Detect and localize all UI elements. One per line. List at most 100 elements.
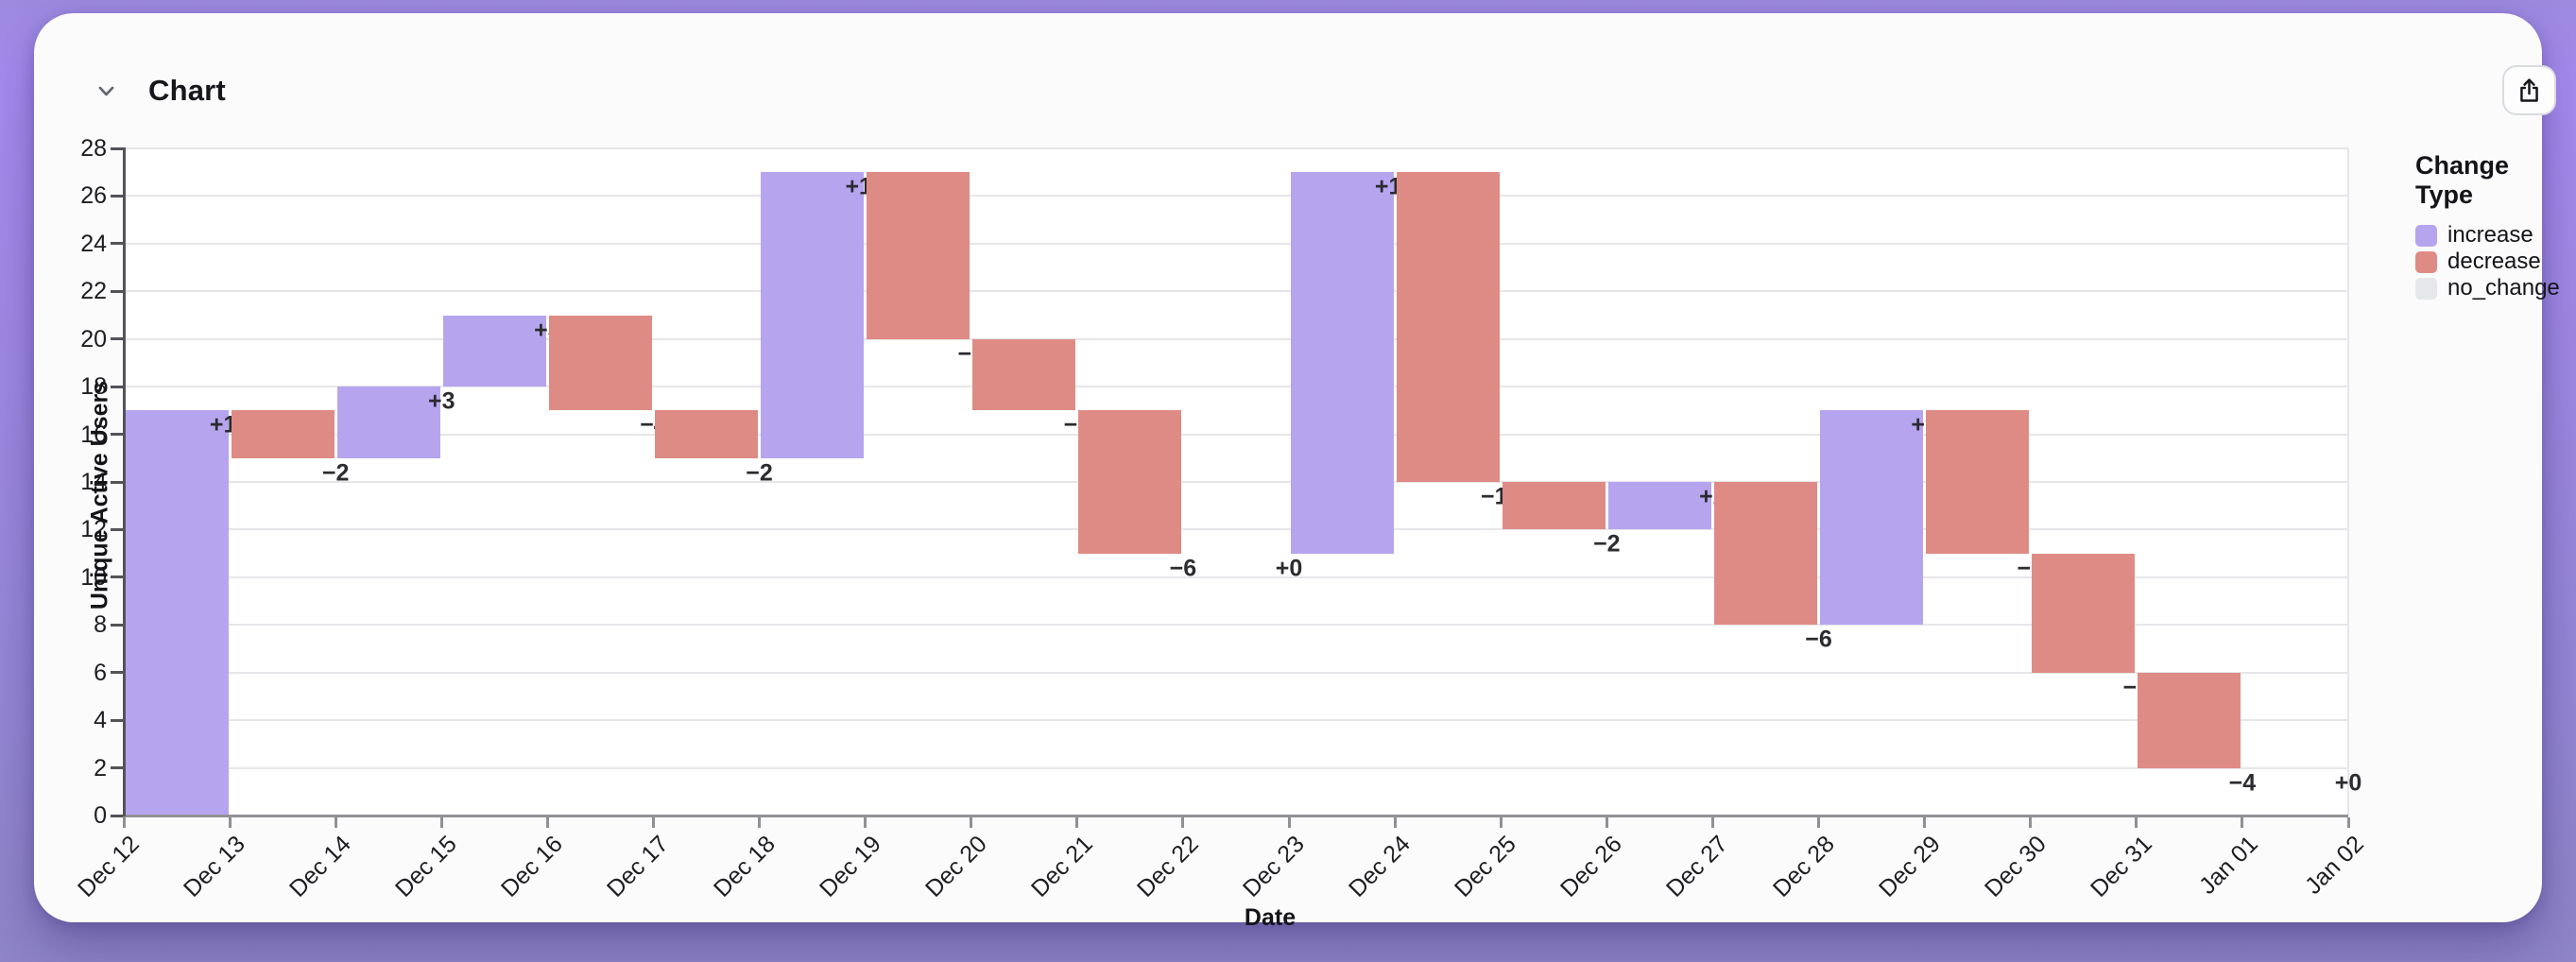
y-tick — [111, 385, 123, 388]
bar-value-label: −6 — [1169, 555, 1197, 582]
legend-item-increase[interactable]: increase — [2415, 222, 2560, 249]
gridline-y-24 — [124, 242, 2348, 245]
legend-swatch-decrease — [2415, 250, 2437, 273]
y-tick-label: 16 — [80, 421, 107, 448]
chart-legend: Change Type increase decrease no_change — [2415, 151, 2560, 301]
waterfall-bar-dec-27[interactable] — [1713, 482, 1818, 626]
x-tick-label: Dec 14 — [284, 831, 356, 902]
x-tick-label: Dec 15 — [390, 831, 463, 902]
y-tick-label: 20 — [80, 325, 107, 352]
waterfall-bar-dec-21[interactable] — [1078, 410, 1182, 554]
legend-item-no_change[interactable]: no_change — [2415, 275, 2560, 301]
x-tick — [2346, 817, 2350, 828]
share-button[interactable] — [2502, 65, 2556, 115]
collapse-chart-button[interactable] — [87, 72, 125, 110]
waterfall-bar-dec-17[interactable] — [654, 410, 759, 458]
chart-card: Chart +17 −2 +3 +3 −4 −2 +12 −7 −3 −6 +0 +16 −13 −2 +2… — [34, 13, 2560, 931]
y-tick-label: 22 — [80, 278, 107, 305]
x-tick — [334, 817, 337, 828]
x-tick — [1499, 817, 1503, 828]
legend-swatch-increase — [2415, 224, 2437, 247]
gridline-y-16 — [124, 433, 2348, 436]
y-tick — [111, 575, 123, 579]
x-tick-label: Dec 27 — [1661, 831, 1734, 902]
legend-swatch-no_change — [2415, 277, 2437, 300]
x-tick-label: Dec 16 — [496, 831, 569, 902]
x-tick — [2029, 817, 2033, 828]
gridline-y-18 — [124, 386, 2348, 388]
y-tick-label: 8 — [94, 611, 107, 639]
waterfall-bar-dec-13[interactable] — [231, 410, 335, 458]
y-tick-label: 14 — [80, 469, 107, 495]
y-tick-label: 18 — [80, 373, 107, 401]
y-tick — [111, 433, 123, 437]
y-tick-label: 28 — [80, 135, 107, 162]
x-tick-label: Jan 02 — [2299, 831, 2369, 900]
x-tick — [1287, 817, 1291, 828]
x-tick — [864, 817, 867, 828]
waterfall-bar-dec-16[interactable] — [548, 315, 652, 411]
waterfall-bar-dec-24[interactable] — [1396, 172, 1500, 482]
x-axis-title: Date — [1244, 904, 1297, 931]
x-tick — [1605, 817, 1608, 828]
waterfall-bar-dec-20[interactable] — [972, 338, 1076, 411]
waterfall-bar-dec-25[interactable] — [1502, 482, 1606, 530]
y-tick-label: 12 — [80, 516, 107, 543]
y-tick-label: 10 — [80, 563, 107, 591]
waterfall-bar-dec-14[interactable] — [336, 387, 440, 458]
waterfall-bar-dec-29[interactable] — [1926, 410, 2030, 554]
y-tick — [111, 814, 123, 817]
y-tick-label: 4 — [94, 707, 107, 734]
x-tick — [970, 817, 973, 828]
waterfall-bar-dec-28[interactable] — [1820, 410, 1924, 626]
y-tick — [111, 242, 123, 246]
waterfall-bar-dec-12[interactable] — [125, 410, 229, 816]
gridline-y-6 — [124, 671, 2348, 674]
x-tick-label: Dec 30 — [1979, 831, 2052, 902]
bar-value-label: −4 — [2228, 769, 2257, 797]
y-tick — [111, 527, 123, 531]
x-axis-line — [115, 815, 2348, 817]
waterfall-bar-dec-26[interactable] — [1607, 482, 1711, 530]
waterfall-bar-dec-19[interactable] — [867, 172, 970, 339]
y-tick-label: 6 — [94, 659, 107, 686]
waterfall-bar-dec-31[interactable] — [2138, 672, 2241, 768]
x-tick — [2135, 817, 2138, 828]
chart-title: Chart — [148, 74, 226, 107]
y-tick — [111, 289, 123, 293]
gridline-y-20 — [124, 337, 2348, 340]
legend-item-decrease[interactable]: decrease — [2415, 249, 2560, 275]
waterfall-bar-dec-23[interactable] — [1290, 172, 1394, 554]
gridline-y-26 — [124, 195, 2348, 198]
legend-label: no_change — [2447, 275, 2560, 301]
x-tick-label: Dec 29 — [1873, 831, 1946, 902]
waterfall-bar-dec-18[interactable] — [761, 172, 865, 458]
waterfall-bar-dec-30[interactable] — [2032, 553, 2136, 673]
x-tick — [1817, 817, 1821, 828]
gridline-y-8 — [124, 624, 2348, 627]
y-axis-line — [122, 147, 126, 816]
legend-title: Change Type — [2415, 151, 2510, 209]
bar-value-label: −2 — [1593, 530, 1621, 558]
x-tick-label: Dec 19 — [814, 831, 886, 902]
x-tick — [122, 817, 126, 828]
x-tick-label: Dec 12 — [72, 831, 145, 902]
waterfall-bar-dec-15[interactable] — [442, 315, 546, 387]
x-tick-label: Dec 21 — [1025, 831, 1098, 902]
x-tick-label: Dec 17 — [602, 831, 675, 902]
y-tick — [111, 194, 123, 198]
gridline-y-22 — [124, 290, 2348, 293]
share-export-icon — [2515, 76, 2544, 105]
y-tick-label: 0 — [94, 802, 107, 829]
x-tick — [439, 817, 443, 828]
y-axis-title: Unique Active Users — [86, 380, 113, 610]
gridline-y-12 — [124, 528, 2348, 531]
y-tick-label: 24 — [80, 230, 107, 257]
y-tick-label: 2 — [94, 754, 107, 782]
gridline-y-14 — [124, 481, 2348, 483]
y-tick — [111, 718, 123, 722]
chevron-down-icon — [94, 78, 119, 104]
x-tick-label: Dec 25 — [1450, 831, 1522, 902]
x-tick-label: Jan 01 — [2193, 831, 2263, 900]
x-tick — [1393, 817, 1397, 828]
